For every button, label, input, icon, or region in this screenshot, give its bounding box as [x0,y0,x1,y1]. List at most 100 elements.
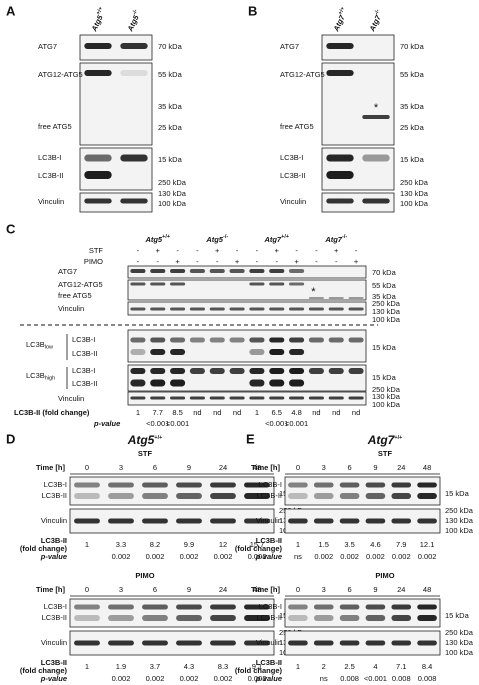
band [417,493,437,499]
band-label: free ATG5 [280,122,314,131]
fold-value: 15.7 [250,540,265,549]
marker: 250 kDa [445,506,474,515]
band [108,482,134,488]
fold-value: 2 [322,662,326,671]
main: LC3B [26,371,45,380]
band [176,493,202,499]
band [108,493,134,499]
sign: - [295,246,298,255]
fold-label: (fold change) [235,544,283,553]
time: 6 [347,585,351,594]
marker: 130 kDa [400,189,429,198]
p-value: 0.002 [146,552,165,561]
treatment: STF [138,449,153,458]
band [130,379,146,387]
p-value: 0.002 [214,552,233,561]
sign: - [335,257,338,266]
blot [127,391,367,406]
band-label: ATG12-ATG5 [280,70,325,79]
band-label: Vinculin [280,197,306,206]
marker: 55 kDa [372,281,397,290]
treatment: STF [89,246,104,255]
band [417,640,437,646]
sign: - [176,246,179,255]
p-value: 0.002 [248,552,267,561]
p-value: <0.001 [364,674,387,683]
marker: 100 kDa [372,400,401,409]
marker: 100 kDa [445,648,474,657]
fold-label: LC3B-II [41,658,67,667]
band [339,518,360,524]
fold-value: nd [233,408,241,417]
fold-value: 1.5 [319,540,329,549]
band [269,368,285,374]
band [249,396,265,400]
band [365,518,386,524]
band [189,269,205,273]
superscript: +/+ [281,234,289,240]
time: 0 [296,585,300,594]
time: 3 [322,585,326,594]
band [142,493,168,499]
band-label: LC3B-II [280,171,305,180]
sign: - [315,246,318,255]
band [150,282,166,286]
band [209,396,225,400]
time: 6 [347,463,351,472]
time: 9 [373,585,377,594]
blot [284,630,441,656]
superscript: -/- [374,9,382,16]
band [210,615,236,621]
band [365,493,386,499]
band [348,396,364,400]
band-label: Vinculin [41,516,67,525]
gene: Atg5 [205,235,223,244]
fold-value: 3.7 [150,662,160,671]
band [391,493,412,499]
p-label: p-value [255,674,282,683]
time: 6 [153,585,157,594]
band [308,368,324,374]
band-label: LC3B-I [259,480,282,489]
band [189,396,205,400]
band [326,70,354,76]
band [244,482,270,488]
band-label: LC3B-I [259,602,282,611]
band [130,349,146,355]
blot [127,329,367,363]
time: 3 [119,585,123,594]
p-label: p-value [255,552,282,561]
band [269,349,285,355]
band-label: LC3B-II [42,491,67,500]
band [326,198,354,204]
band [328,337,344,343]
fold-label: LC3B-II [256,658,282,667]
band [249,379,265,387]
band [142,640,168,646]
p-label: p-value [40,674,67,683]
time: 48 [423,463,431,472]
sign: - [256,246,259,255]
fold-value: 9.9 [184,540,194,549]
treatment: PIMO [84,257,103,266]
band [249,282,265,286]
p-value: 0.002 [418,552,437,561]
band [84,171,112,179]
gene: Atg7 [331,13,347,34]
genotype: Atg7-/- [367,9,385,34]
band [391,518,412,524]
p-value: 0.008 [418,674,437,683]
fold-value: 4.3 [184,662,194,671]
fold-value: 7.1 [396,662,406,671]
fold-value: 1 [296,540,300,549]
band [120,70,148,76]
band [108,604,134,610]
band [365,615,386,621]
p-value: 0.002 [180,552,199,561]
band [244,640,270,646]
p-value: 0.002 [112,674,131,683]
band [417,482,437,488]
band [313,518,334,524]
fold-value: nd [213,408,221,417]
marker: 130 kDa [158,189,187,198]
